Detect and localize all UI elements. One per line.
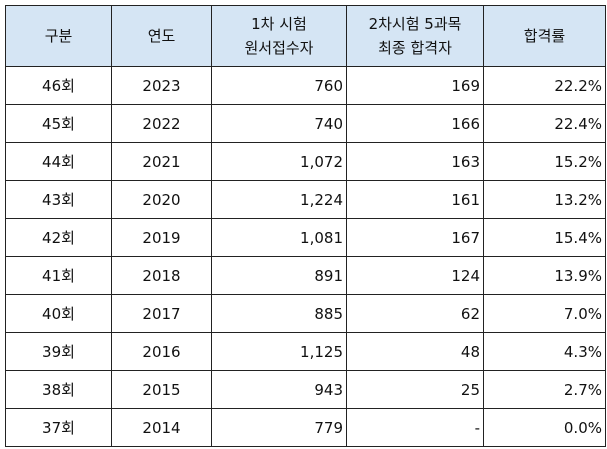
header-applicants-line2: 원서접수자 xyxy=(244,39,314,57)
cell-rate: 7.0% xyxy=(483,294,606,333)
cell-applicants: 943 xyxy=(211,370,347,409)
cell-applicants: 1,224 xyxy=(211,180,347,219)
cell-year: 2019 xyxy=(111,218,212,257)
table-row: 42회 2019 1,081 167 15.4% xyxy=(5,218,606,257)
header-round-label: 구분 xyxy=(44,27,73,45)
cell-round: 43회 xyxy=(5,180,112,219)
cell-passers: - xyxy=(346,408,484,447)
cell-year: 2015 xyxy=(111,370,212,409)
table-row: 46회 2023 760 169 22.2% xyxy=(5,66,606,105)
cell-applicants: 740 xyxy=(211,104,347,143)
header-year-label: 연도 xyxy=(147,27,176,45)
table-row: 38회 2015 943 25 2.7% xyxy=(5,370,606,409)
cell-passers: 62 xyxy=(346,294,484,333)
cell-year: 2022 xyxy=(111,104,212,143)
cell-applicants: 1,072 xyxy=(211,142,347,181)
results-table: 구분 연도 1차 시험 원서접수자 2차시험 5과목 최종 합격자 합격률 46… xyxy=(5,5,606,447)
cell-rate: 15.4% xyxy=(483,218,606,257)
cell-round: 38회 xyxy=(5,370,112,409)
cell-passers: 167 xyxy=(346,218,484,257)
header-rate-label: 합격률 xyxy=(523,27,566,45)
cell-round: 44회 xyxy=(5,142,112,181)
cell-applicants: 1,125 xyxy=(211,332,347,371)
cell-applicants: 1,081 xyxy=(211,218,347,257)
cell-round: 37회 xyxy=(5,408,112,447)
cell-passers: 48 xyxy=(346,332,484,371)
cell-round: 41회 xyxy=(5,256,112,295)
table-row: 43회 2020 1,224 161 13.2% xyxy=(5,180,606,219)
cell-year: 2017 xyxy=(111,294,212,333)
cell-passers: 25 xyxy=(346,370,484,409)
cell-round: 39회 xyxy=(5,332,112,371)
table-row: 45회 2022 740 166 22.4% xyxy=(5,104,606,143)
cell-applicants: 779 xyxy=(211,408,347,447)
header-rate: 합격률 xyxy=(483,5,606,67)
cell-applicants: 885 xyxy=(211,294,347,333)
cell-passers: 166 xyxy=(346,104,484,143)
cell-round: 45회 xyxy=(5,104,112,143)
cell-rate: 22.2% xyxy=(483,66,606,105)
table-row: 40회 2017 885 62 7.0% xyxy=(5,294,606,333)
cell-applicants: 891 xyxy=(211,256,347,295)
cell-year: 2016 xyxy=(111,332,212,371)
table-row: 39회 2016 1,125 48 4.3% xyxy=(5,332,606,371)
cell-rate: 22.4% xyxy=(483,104,606,143)
cell-passers: 163 xyxy=(346,142,484,181)
table-body: 46회 2023 760 169 22.2% 45회 2022 740 166 22.4% 44회 2… xyxy=(5,66,606,447)
header-applicants: 1차 시험 원서접수자 xyxy=(211,5,347,67)
cell-year: 2020 xyxy=(111,180,212,219)
header-round: 구분 xyxy=(5,5,112,67)
cell-rate: 4.3% xyxy=(483,332,606,371)
cell-passers: 161 xyxy=(346,180,484,219)
header-year: 연도 xyxy=(111,5,212,67)
header-applicants-line1: 1차 시험 xyxy=(251,15,307,33)
cell-round: 42회 xyxy=(5,218,112,257)
cell-passers: 124 xyxy=(346,256,484,295)
table-row: 37회 2014 779-0.0% xyxy=(5,408,606,447)
header-passers-line2: 최종 합격자 xyxy=(378,39,452,57)
table-row: 41회 2018 891 124 13.9% xyxy=(5,256,606,295)
cell-year: 2018 xyxy=(111,256,212,295)
cell-rate: 2.7% xyxy=(483,370,606,409)
cell-passers: 169 xyxy=(346,66,484,105)
cell-rate: 0.0% xyxy=(483,408,606,447)
cell-round: 40회 xyxy=(5,294,112,333)
cell-rate: 15.2% xyxy=(483,142,606,181)
cell-year: 2023 xyxy=(111,66,212,105)
cell-applicants: 760 xyxy=(211,66,347,105)
header-row: 구분 연도 1차 시험 원서접수자 2차시험 5과목 최종 합격자 합격률 xyxy=(5,5,606,67)
table-row: 44회 2021 1,072 163 15.2% xyxy=(5,142,606,181)
header-passers: 2차시험 5과목 최종 합격자 xyxy=(346,5,484,67)
cell-year: 2021 xyxy=(111,142,212,181)
cell-rate: 13.2% xyxy=(483,180,606,219)
cell-year: 2014 xyxy=(111,408,212,447)
cell-rate: 13.9% xyxy=(483,256,606,295)
header-passers-line1: 2차시험 5과목 xyxy=(368,15,462,33)
cell-round: 46회 xyxy=(5,66,112,105)
